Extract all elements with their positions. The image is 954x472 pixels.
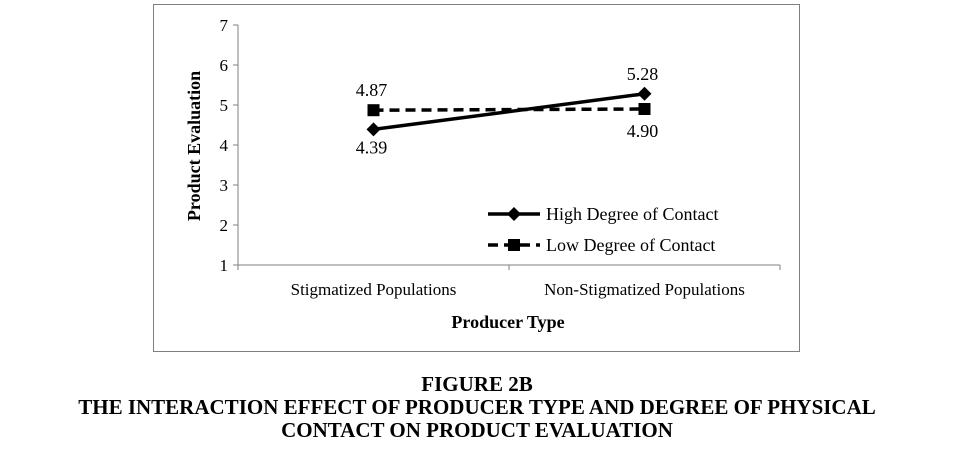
y-ticks: 1 2 3 4 5 6 7	[220, 16, 238, 275]
legend-marker-diamond	[507, 207, 521, 221]
figure-caption-line-1: THE INTERACTION EFFECT OF PRODUCER TYPE …	[78, 395, 876, 419]
x-ticks: Stigmatized Populations Non-Stigmatized P…	[237, 265, 781, 299]
figure-label: FIGURE 2B	[421, 372, 533, 396]
legend-label: Low Degree of Contact	[546, 235, 715, 255]
axes	[237, 25, 780, 266]
data-point-diamond	[637, 86, 652, 101]
figure-caption-line-2: CONTACT ON PRODUCT EVALUATION	[281, 418, 673, 442]
data-point-diamond	[366, 122, 381, 137]
y-tick-label: 4	[220, 136, 229, 155]
data-label: 4.39	[356, 137, 388, 157]
legend-label: High Degree of Contact	[546, 204, 718, 224]
legend: High Degree of Contact Low Degree of Cont…	[488, 204, 718, 255]
data-label: 4.87	[356, 80, 388, 100]
y-axis-title: Product Evaluation	[184, 71, 204, 221]
y-tick-label: 5	[220, 96, 229, 115]
x-tick-label: Stigmatized Populations	[291, 280, 457, 299]
legend-marker-square	[508, 239, 520, 251]
data-label: 5.28	[627, 64, 659, 84]
y-tick-label: 1	[220, 256, 229, 275]
series	[366, 86, 652, 137]
series-line-low-contact	[373, 107, 645, 112]
data-point-square	[638, 103, 651, 115]
x-tick-label: Non-Stigmatized Populations	[544, 280, 745, 299]
y-tick-label: 6	[220, 56, 229, 75]
series-line-high-contact	[373, 92, 645, 132]
y-tick-label: 2	[220, 216, 229, 235]
data-point-square	[367, 104, 380, 117]
y-tick-label: 3	[220, 176, 229, 195]
y-tick-label: 7	[220, 16, 229, 35]
x-axis-title: Producer Type	[451, 312, 564, 332]
data-labels: 4.39 5.28 4.87 4.90	[356, 64, 659, 158]
chart-frame	[153, 4, 800, 352]
data-label: 4.90	[627, 121, 659, 141]
